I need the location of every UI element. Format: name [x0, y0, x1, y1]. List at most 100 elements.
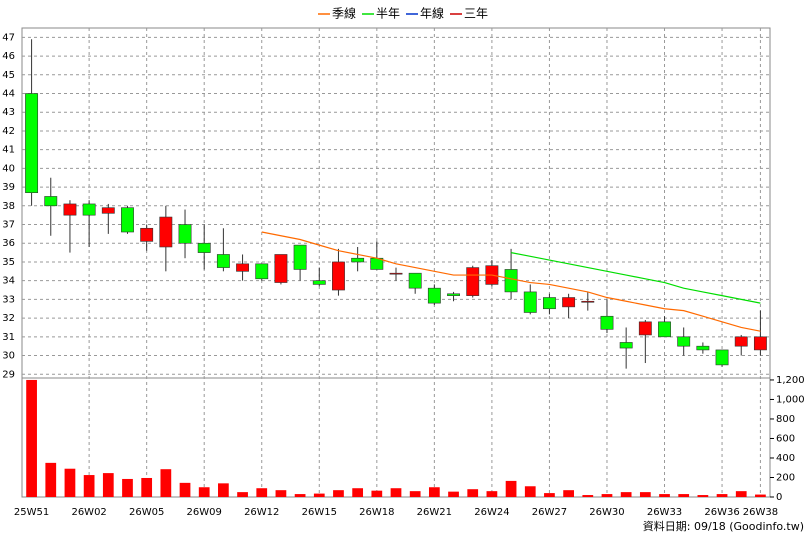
volume-bar [524, 486, 536, 497]
volume-bar [160, 469, 172, 497]
x-tick-label: 26W38 [743, 507, 778, 518]
y-tick-label: 41 [2, 145, 15, 156]
y-tick-label: 35 [2, 257, 15, 268]
candle-body [562, 297, 576, 308]
candle-body [293, 244, 307, 270]
candle-body [25, 93, 39, 194]
candle-body [542, 297, 556, 310]
candle-body [178, 224, 192, 244]
volume-bar [179, 482, 191, 497]
y2-tick-label: 800 [776, 414, 795, 425]
x-tick-label: 26W02 [71, 507, 106, 518]
volume-bar [390, 488, 402, 497]
volume-bar [735, 491, 747, 497]
y-tick-label: 33 [2, 294, 15, 305]
candle-body [581, 300, 595, 303]
candle-body [274, 254, 288, 283]
candle-body [389, 272, 403, 275]
y-tick-label: 37 [2, 220, 15, 231]
x-tick-label: 26W21 [417, 507, 452, 518]
ma-line [510, 252, 761, 304]
candle-body [255, 263, 269, 280]
candle-body [600, 315, 614, 330]
candle-body [715, 349, 729, 366]
ma-line [261, 231, 761, 332]
volume-bar [294, 494, 306, 497]
y-tick-label: 36 [2, 238, 15, 249]
plot-frame [21, 27, 771, 498]
y-tick-label: 45 [2, 70, 15, 81]
x-tick-label: 26W09 [187, 507, 222, 518]
x-tick-label: 26W24 [474, 507, 509, 518]
y2-tick-label: 400 [776, 453, 795, 464]
volume-bar [275, 490, 287, 497]
volume-bar [467, 489, 479, 497]
volume-bar [102, 473, 114, 497]
footnote: 資料日期: 09/18 (Goodinfo.tw) [643, 519, 804, 533]
candle-body [619, 342, 633, 349]
volume-bar [141, 477, 153, 497]
y-tick-label: 47 [2, 32, 15, 43]
legend-label: 季線 [332, 6, 356, 21]
y-tick-label: 38 [2, 201, 15, 212]
y2-tick-label: 0 [776, 492, 782, 503]
x-tick-label: 26W33 [647, 507, 682, 518]
volume-bar [313, 493, 325, 497]
volume-bar [333, 490, 344, 497]
x-tick-label: 26W05 [129, 507, 164, 518]
candle-body [159, 216, 173, 248]
y2-tick-label: 200 [776, 472, 795, 483]
candle-body [504, 269, 518, 293]
candle-body [696, 345, 710, 351]
volume-bar [582, 495, 594, 497]
y-tick-label: 40 [2, 163, 15, 174]
candle-body [351, 257, 365, 263]
y-tick-label: 31 [2, 332, 15, 343]
legend-label: 半年 [376, 7, 400, 21]
x-tick-label: 26W12 [244, 507, 279, 518]
candle-body [101, 207, 115, 214]
y-tick-label: 42 [2, 126, 15, 137]
volume-bar [505, 480, 517, 497]
candle-body [82, 203, 96, 216]
candle-body [197, 242, 211, 253]
y2-tick-label: 1,200 [776, 375, 805, 386]
legend-label: 三年 [464, 7, 488, 21]
candle-body [466, 267, 480, 296]
volume-bar [218, 483, 229, 497]
y-tick-label: 30 [2, 351, 15, 362]
y2-tick-label: 600 [776, 433, 795, 444]
volume-bar [256, 488, 268, 497]
x-tick-label: 26W30 [589, 507, 624, 518]
volume-bar [371, 490, 383, 497]
candle-body [447, 293, 460, 296]
candle-body [121, 207, 134, 233]
y-tick-label: 34 [2, 276, 15, 287]
y-tick-label: 46 [2, 51, 15, 62]
candle-body [523, 291, 537, 313]
volume-bar [659, 494, 670, 497]
x-tick-label: 25W51 [14, 507, 49, 518]
volume-bar [620, 492, 632, 497]
y-tick-label: 44 [2, 89, 15, 100]
volume-bar [122, 478, 133, 497]
x-tick-label: 26W18 [359, 507, 394, 518]
volume-bar [601, 494, 613, 497]
candle-body [63, 203, 77, 216]
candle-body [658, 321, 671, 338]
x-tick-label: 26W15 [302, 507, 337, 518]
volume-bar [428, 487, 440, 497]
candle-body [236, 263, 250, 272]
volume-bar [697, 495, 709, 497]
volume-bar [486, 491, 498, 497]
y-tick-label: 32 [2, 313, 15, 324]
volume-bar [639, 492, 651, 497]
legend-label: 年線 [420, 6, 444, 21]
candle-body [44, 196, 58, 207]
candle-body [638, 321, 652, 336]
volume-bar [563, 490, 574, 497]
candle-body [216, 254, 230, 268]
volume-bar [678, 494, 690, 497]
x-tick-label: 26W27 [532, 507, 567, 518]
